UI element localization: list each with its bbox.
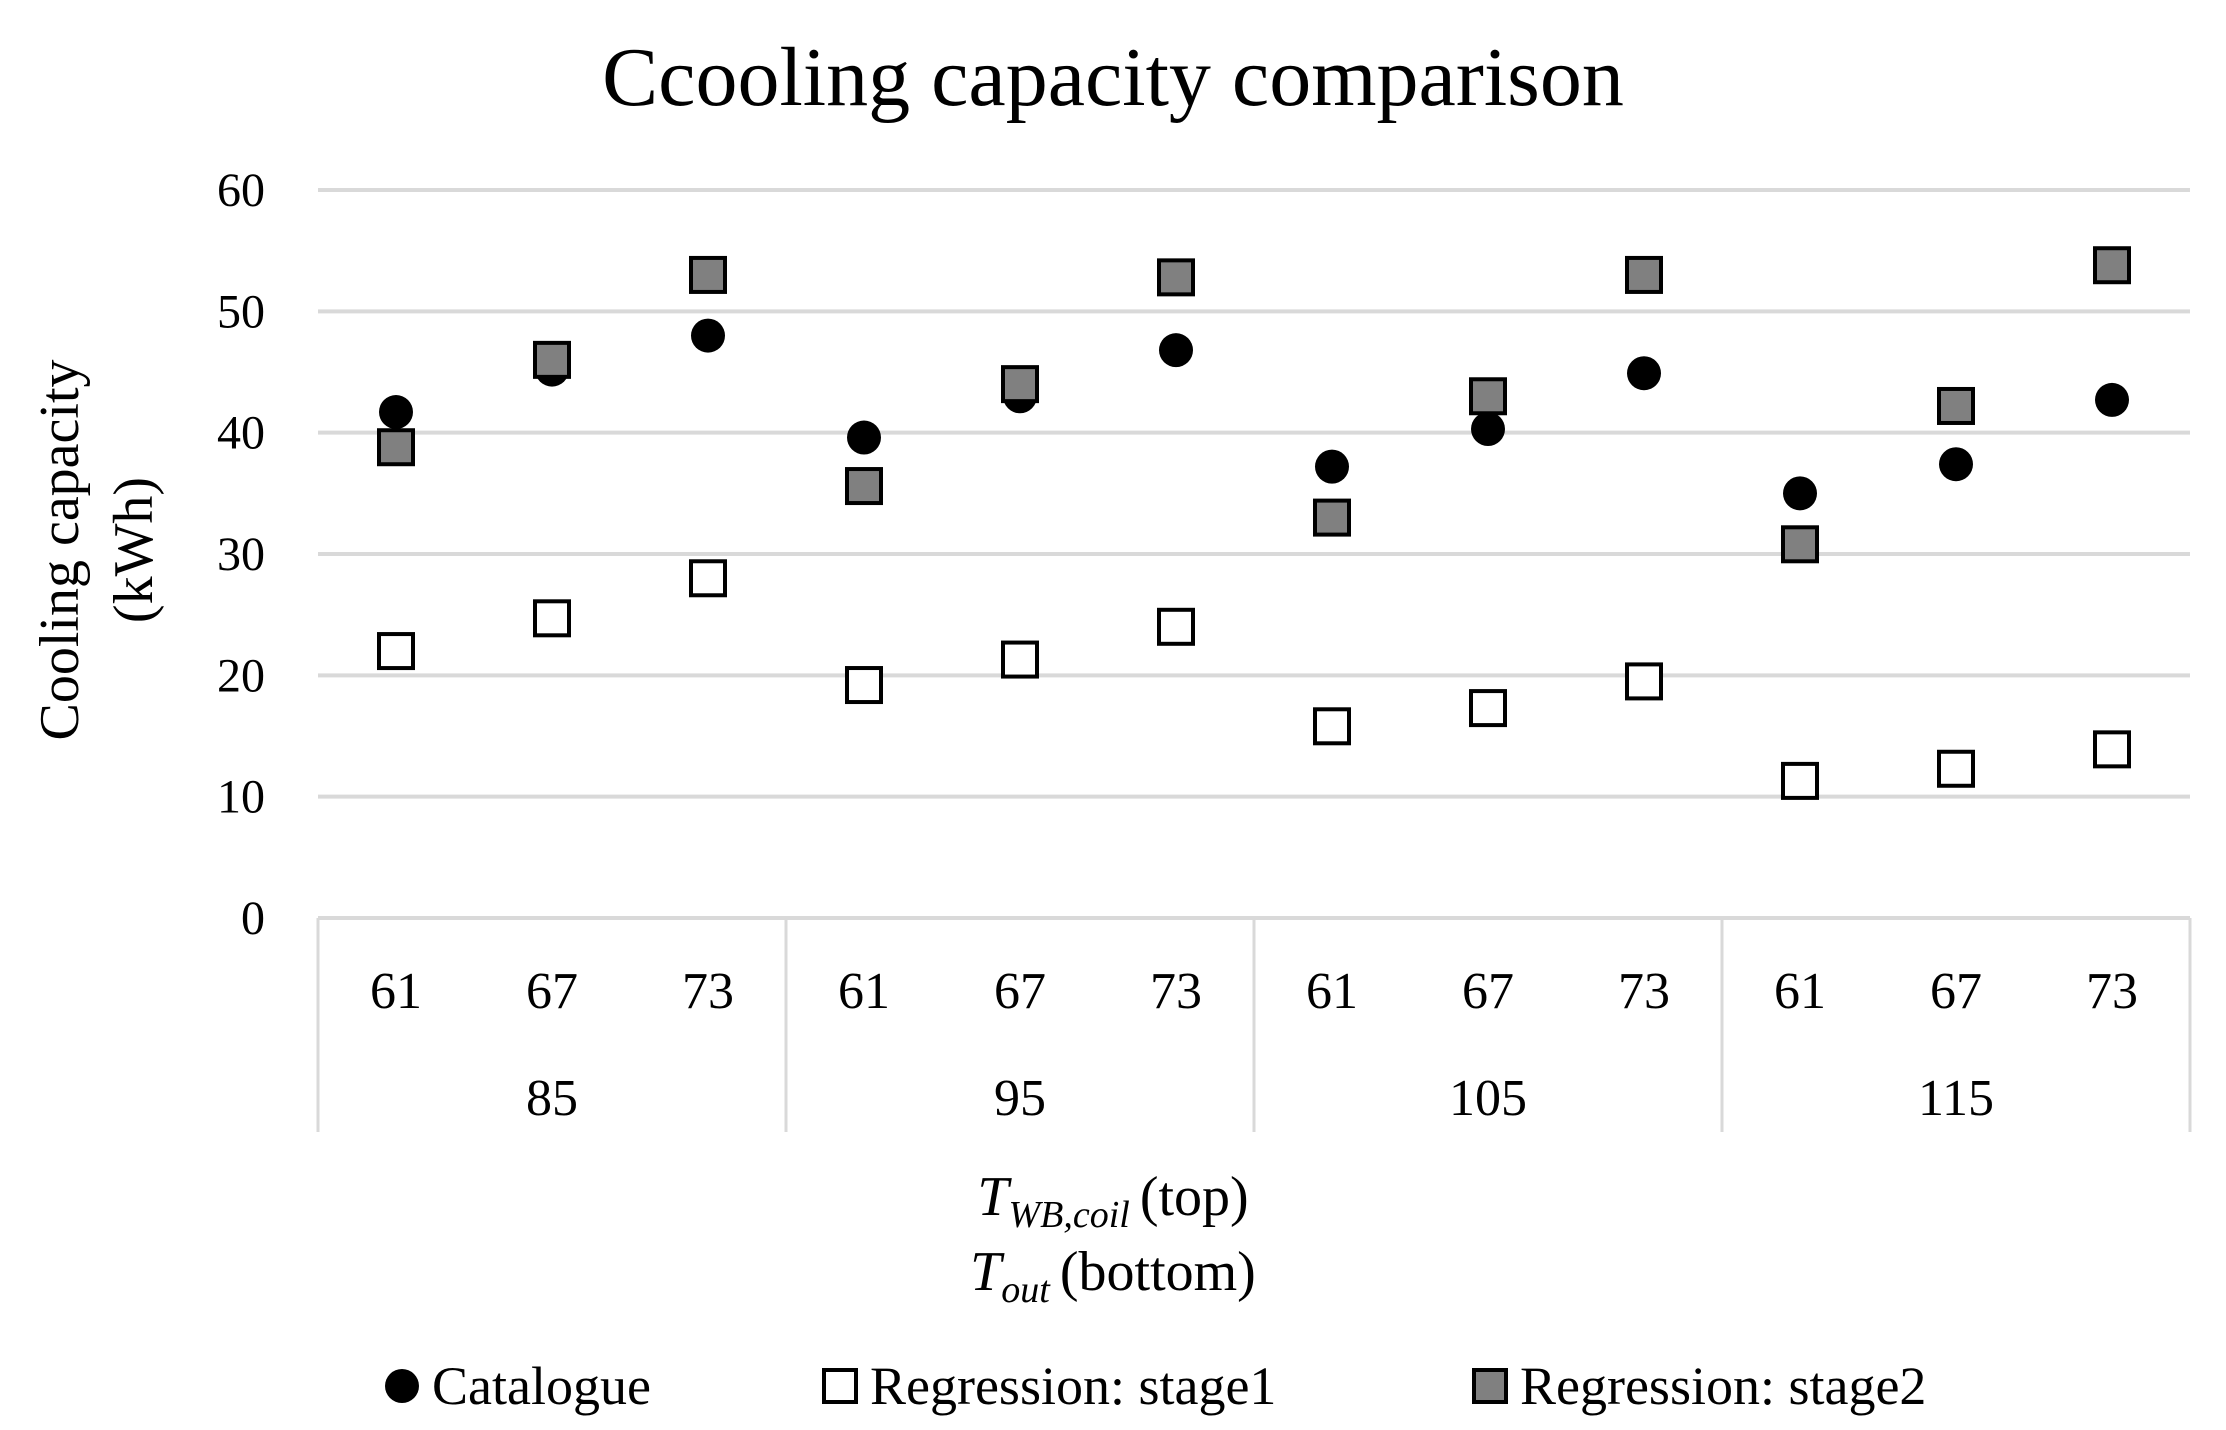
legend-label: Regression: stage2 bbox=[1520, 1356, 1926, 1416]
y-tick-label: 60 bbox=[217, 164, 265, 217]
data-point bbox=[1625, 255, 1663, 294]
data-point bbox=[1469, 377, 1507, 416]
x-tick-label: 61 bbox=[370, 963, 422, 1020]
x-tick-label: 67 bbox=[994, 963, 1046, 1020]
x-tick-label: 67 bbox=[1462, 963, 1514, 1020]
x-group-label: 115 bbox=[1918, 1070, 1994, 1127]
data-point bbox=[377, 632, 415, 671]
data-point bbox=[2095, 382, 2129, 417]
data-point bbox=[1159, 333, 1193, 368]
data-point bbox=[691, 318, 725, 353]
data-point bbox=[847, 420, 881, 455]
legend-marker bbox=[1472, 1368, 1508, 1404]
x-tick-label: 73 bbox=[682, 963, 734, 1020]
data-point bbox=[1001, 640, 1039, 679]
y-tick-label: 0 bbox=[241, 892, 265, 945]
data-point bbox=[1783, 476, 1817, 511]
legend: Catalogue Regression: stage1 Regression: s… bbox=[385, 1356, 1926, 1416]
data-point bbox=[845, 666, 883, 705]
series-regression-stage2 bbox=[377, 246, 2131, 564]
x-axis-title-top: TWB,coil (top) bbox=[977, 1166, 1248, 1236]
x-tick-label: 67 bbox=[526, 963, 578, 1020]
data-point bbox=[845, 467, 883, 506]
y-tick-label: 50 bbox=[217, 285, 265, 338]
x-axis-groups: 85 95 105 115 bbox=[526, 1070, 1994, 1127]
data-point bbox=[377, 428, 415, 467]
gridlines bbox=[318, 188, 2190, 920]
legend-marker bbox=[822, 1368, 858, 1404]
x-group-label: 105 bbox=[1449, 1070, 1527, 1127]
data-point bbox=[1937, 749, 1975, 788]
category-dividers bbox=[316, 918, 2192, 1132]
legend-label: Catalogue bbox=[432, 1356, 651, 1416]
data-point bbox=[1157, 258, 1195, 297]
x-axis-title-top-suffix: (top) bbox=[1140, 1166, 1249, 1228]
data-point bbox=[1937, 386, 1975, 425]
data-point bbox=[533, 340, 571, 379]
x-tick-label: 73 bbox=[2086, 963, 2138, 1020]
data-point bbox=[2093, 730, 2131, 769]
x-axis-title-bottom: Tout (bottom) bbox=[970, 1241, 1256, 1311]
x-tick-label: 61 bbox=[1774, 963, 1826, 1020]
x-axis-title-bottom-symbol: T bbox=[970, 1241, 1005, 1303]
series-regression-stage1 bbox=[377, 559, 2131, 800]
data-point bbox=[1781, 761, 1819, 800]
x-group-label: 95 bbox=[994, 1070, 1046, 1127]
y-axis-title-line1: Cooling capacity bbox=[29, 359, 91, 740]
x-axis-title-bottom-suffix: (bottom) bbox=[1060, 1241, 1256, 1303]
x-tick-label: 61 bbox=[838, 963, 890, 1020]
data-point bbox=[1315, 449, 1349, 484]
x-axis-title-top-symbol: T bbox=[977, 1166, 1012, 1228]
y-axis-ticks: 0 10 20 30 40 50 60 bbox=[217, 164, 265, 945]
data-point bbox=[1781, 525, 1819, 564]
data-series bbox=[377, 246, 2131, 800]
y-axis-title-line2: (kWh) bbox=[103, 477, 165, 623]
data-point bbox=[1313, 707, 1351, 746]
data-point bbox=[1627, 356, 1661, 391]
series-catalogue bbox=[379, 318, 2129, 511]
data-point bbox=[1001, 365, 1039, 404]
data-point bbox=[1939, 447, 1973, 482]
legend-label: Regression: stage1 bbox=[870, 1356, 1276, 1416]
x-tick-label: 73 bbox=[1618, 963, 1670, 1020]
y-tick-label: 30 bbox=[217, 528, 265, 581]
x-axis-categories: 61 67 73 61 67 73 61 67 73 61 67 73 bbox=[370, 963, 2138, 1020]
data-point bbox=[1157, 607, 1195, 646]
data-point bbox=[2093, 246, 2131, 285]
data-point bbox=[1625, 662, 1663, 701]
y-tick-label: 20 bbox=[217, 649, 265, 702]
x-tick-label: 61 bbox=[1306, 963, 1358, 1020]
data-point bbox=[1313, 498, 1351, 537]
y-tick-label: 10 bbox=[217, 771, 265, 824]
data-point bbox=[533, 599, 571, 638]
data-point bbox=[689, 559, 727, 598]
x-group-label: 85 bbox=[526, 1070, 578, 1127]
data-point bbox=[379, 395, 413, 430]
y-tick-label: 40 bbox=[217, 407, 265, 460]
x-axis-title-top-subscript: WB,coil bbox=[1008, 1194, 1129, 1236]
x-tick-label: 73 bbox=[1150, 963, 1202, 1020]
data-point bbox=[689, 255, 727, 294]
legend-marker bbox=[385, 1369, 419, 1403]
data-point bbox=[1471, 412, 1505, 447]
chart-title: Ccooling capacity comparison bbox=[602, 31, 1624, 124]
data-point bbox=[1469, 689, 1507, 728]
x-tick-label: 67 bbox=[1930, 963, 1982, 1020]
x-axis-title-bottom-subscript: out bbox=[1001, 1269, 1051, 1311]
